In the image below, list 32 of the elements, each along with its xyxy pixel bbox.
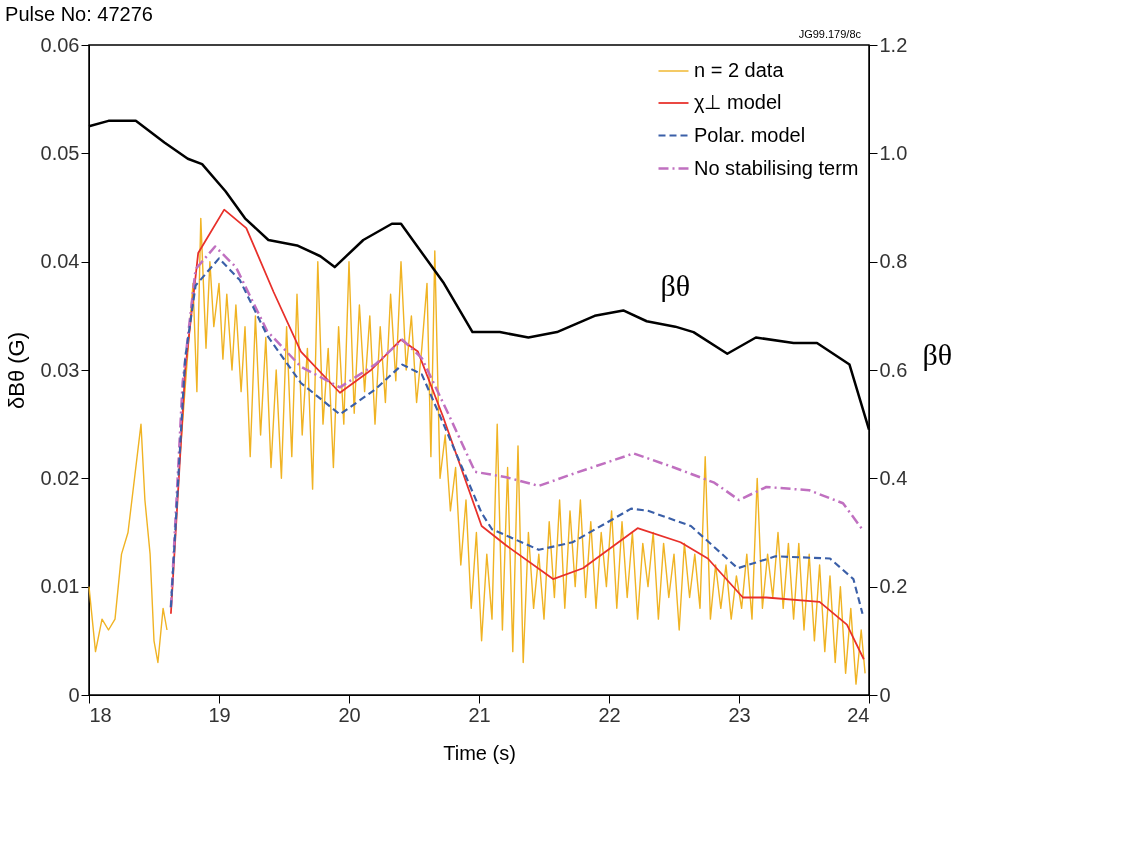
x-tick-label: 24: [847, 703, 870, 726]
x-axis-title: Time (s): [443, 741, 516, 764]
x-tick-label: 19: [208, 703, 231, 726]
x-tick-label: 21: [468, 703, 491, 726]
y-axis-title: δBθ (G): [3, 331, 29, 410]
y-tick-label: 0.04: [40, 250, 80, 273]
text: JG99.179/8c: [798, 28, 862, 40]
x-tick-label: 23: [728, 703, 751, 726]
y-tick-label: 0: [68, 683, 80, 706]
x-tick-label: 22: [598, 703, 621, 726]
y2-tick-label: 0.4: [879, 466, 908, 489]
legend-label: Polar. model: [694, 123, 806, 146]
line-series: [170, 208, 865, 661]
y-tick-label: 0.01: [40, 575, 80, 598]
legend-label: n = 2 data: [694, 59, 785, 81]
legend-label: No stabilising term: [694, 156, 859, 179]
y2-tick-label: 1.2: [879, 33, 908, 56]
y2-axis-title: βθ: [922, 337, 953, 371]
y-tick-label: 0.05: [40, 141, 80, 164]
y-tick-label: 0.06: [40, 33, 80, 56]
y2-tick-label: 0.2: [879, 575, 908, 598]
y2-tick-label: 0.6: [879, 358, 908, 381]
y-tick-label: 0.03: [40, 358, 80, 381]
x-tick-label: 18: [89, 703, 112, 726]
y2-tick-label: 0: [879, 683, 891, 706]
chart-title: Pulse No: 47276: [5, 3, 153, 25]
series-label: βθ: [660, 268, 691, 302]
y2-tick-label: 0.8: [879, 250, 908, 273]
x-tick-label: 20: [338, 703, 361, 726]
y2-tick-label: 1.0: [879, 141, 908, 164]
legend-label: χ⊥ model: [694, 91, 782, 113]
y-tick-label: 0.02: [40, 466, 80, 489]
